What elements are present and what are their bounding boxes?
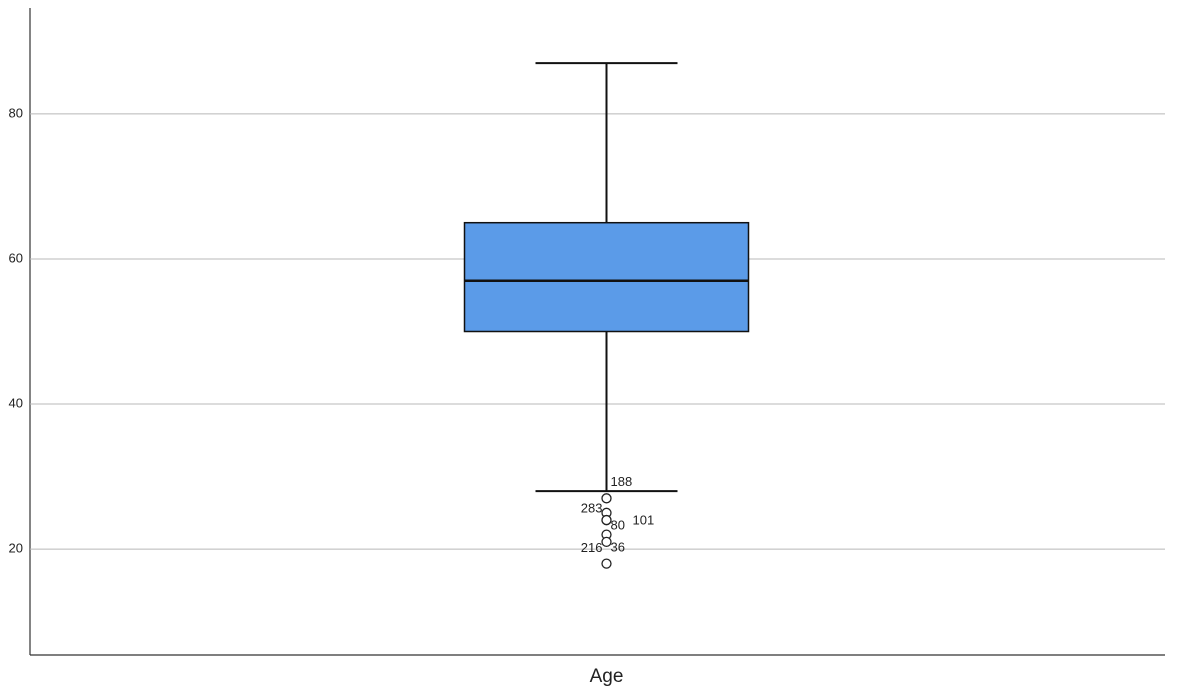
outlier-label: 36 bbox=[611, 539, 625, 554]
box bbox=[463, 221, 750, 333]
y-tick-label: 80 bbox=[9, 105, 23, 120]
outlier-label: 188 bbox=[611, 474, 633, 489]
x-tick-label: Age bbox=[590, 666, 624, 687]
outlier-label: 216 bbox=[581, 540, 603, 555]
outlier-label: 80 bbox=[611, 518, 625, 533]
outlier bbox=[601, 536, 612, 547]
outlier-label: 283 bbox=[581, 500, 603, 515]
y-tick-label: 40 bbox=[9, 395, 23, 410]
outlier bbox=[601, 514, 612, 526]
y-tick-label: 20 bbox=[9, 541, 23, 556]
y-tick-label: 60 bbox=[9, 250, 23, 265]
outlier bbox=[601, 558, 612, 569]
outlier bbox=[601, 493, 612, 504]
outlier-label: 101 bbox=[633, 513, 655, 528]
